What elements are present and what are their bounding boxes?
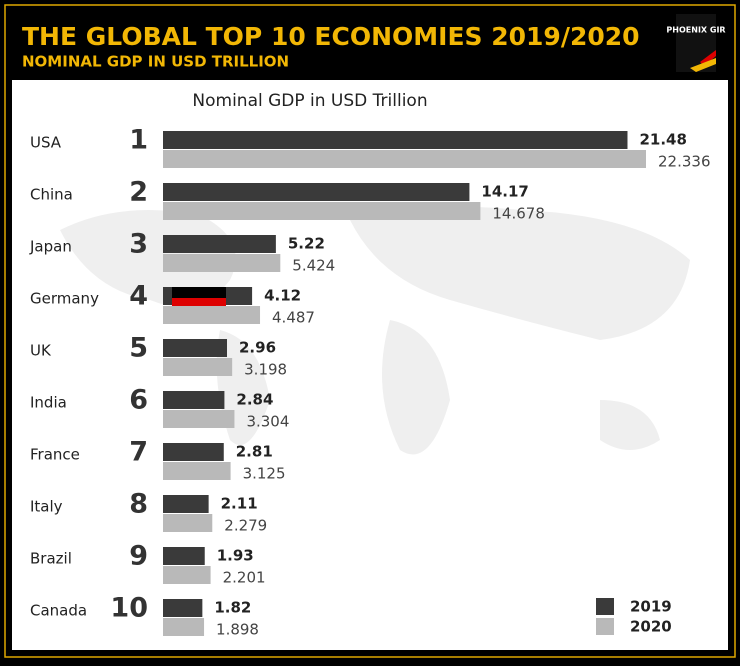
value-label: 3.304 xyxy=(246,413,289,431)
rank-label: 4 xyxy=(129,281,148,312)
plot-background xyxy=(12,80,728,650)
bar xyxy=(163,514,213,532)
category-label: USA xyxy=(30,134,62,152)
value-label: 5.22 xyxy=(288,235,325,253)
value-label: 3.198 xyxy=(244,361,287,379)
value-label: 5.424 xyxy=(292,257,335,275)
header-subtitle: NOMINAL GDP IN USD TRILLION xyxy=(22,53,289,71)
bar xyxy=(163,462,231,480)
legend-label: 2020 xyxy=(630,618,672,636)
category-label: Brazil xyxy=(30,550,72,568)
value-label: 4.487 xyxy=(272,309,315,327)
logo-stripe xyxy=(690,58,716,72)
bar xyxy=(163,495,209,513)
rank-label: 8 xyxy=(129,489,148,520)
bar xyxy=(163,443,224,461)
bar xyxy=(163,131,628,149)
value-label: 22.336 xyxy=(658,153,711,171)
flag-stripe xyxy=(172,287,226,298)
flag-stripe xyxy=(172,298,226,309)
rank-label: 10 xyxy=(110,593,148,624)
category-label: China xyxy=(30,186,73,204)
bar xyxy=(163,358,233,376)
value-label: 4.12 xyxy=(264,287,301,305)
bar xyxy=(163,339,228,357)
category-label: India xyxy=(30,394,67,412)
logo-text: PHOENIX GIR xyxy=(666,26,725,35)
logo-stripe xyxy=(700,50,716,66)
value-label: 1.93 xyxy=(217,547,254,565)
value-label: 2.279 xyxy=(224,517,267,535)
value-label: 21.48 xyxy=(639,131,686,149)
rank-label: 5 xyxy=(129,333,148,364)
bar xyxy=(163,391,225,409)
rank-label: 1 xyxy=(129,125,148,156)
bar xyxy=(163,410,235,428)
category-label: Canada xyxy=(30,602,87,620)
header-title: THE GLOBAL TOP 10 ECONOMIES 2019/2020 xyxy=(22,22,640,51)
bar xyxy=(163,618,205,636)
value-label: 14.17 xyxy=(481,183,528,201)
bar xyxy=(163,599,203,617)
category-label: Italy xyxy=(30,498,63,516)
bar xyxy=(163,202,481,220)
value-label: 2.201 xyxy=(223,569,266,587)
value-label: 2.84 xyxy=(236,391,273,409)
category-label: France xyxy=(30,446,80,464)
value-label: 1.82 xyxy=(214,599,251,617)
legend-swatch xyxy=(596,598,614,615)
bar xyxy=(163,150,646,168)
rank-label: 2 xyxy=(129,177,148,208)
category-label: Japan xyxy=(29,238,72,256)
chart-title: Nominal GDP in USD Trillion xyxy=(192,91,427,111)
bar xyxy=(163,183,470,201)
rank-label: 6 xyxy=(129,385,148,416)
legend-label: 2019 xyxy=(630,598,672,616)
logo: PHOENIX GIR xyxy=(666,14,726,72)
legend-swatch xyxy=(596,618,614,635)
bar xyxy=(163,566,211,584)
category-label: UK xyxy=(30,342,52,360)
bar xyxy=(163,254,281,272)
frame-line xyxy=(4,4,736,658)
category-label: Germany xyxy=(30,290,99,308)
rank-label: 3 xyxy=(129,229,148,260)
rank-label: 9 xyxy=(129,541,148,572)
rank-label: 7 xyxy=(129,437,148,468)
value-label: 2.96 xyxy=(239,339,276,357)
bar xyxy=(163,235,276,253)
value-label: 2.11 xyxy=(221,495,258,513)
value-label: 1.898 xyxy=(216,621,259,639)
value-label: 2.81 xyxy=(236,443,273,461)
value-label: 3.125 xyxy=(243,465,286,483)
bar xyxy=(163,547,205,565)
value-label: 14.678 xyxy=(492,205,545,223)
bar xyxy=(163,306,261,324)
